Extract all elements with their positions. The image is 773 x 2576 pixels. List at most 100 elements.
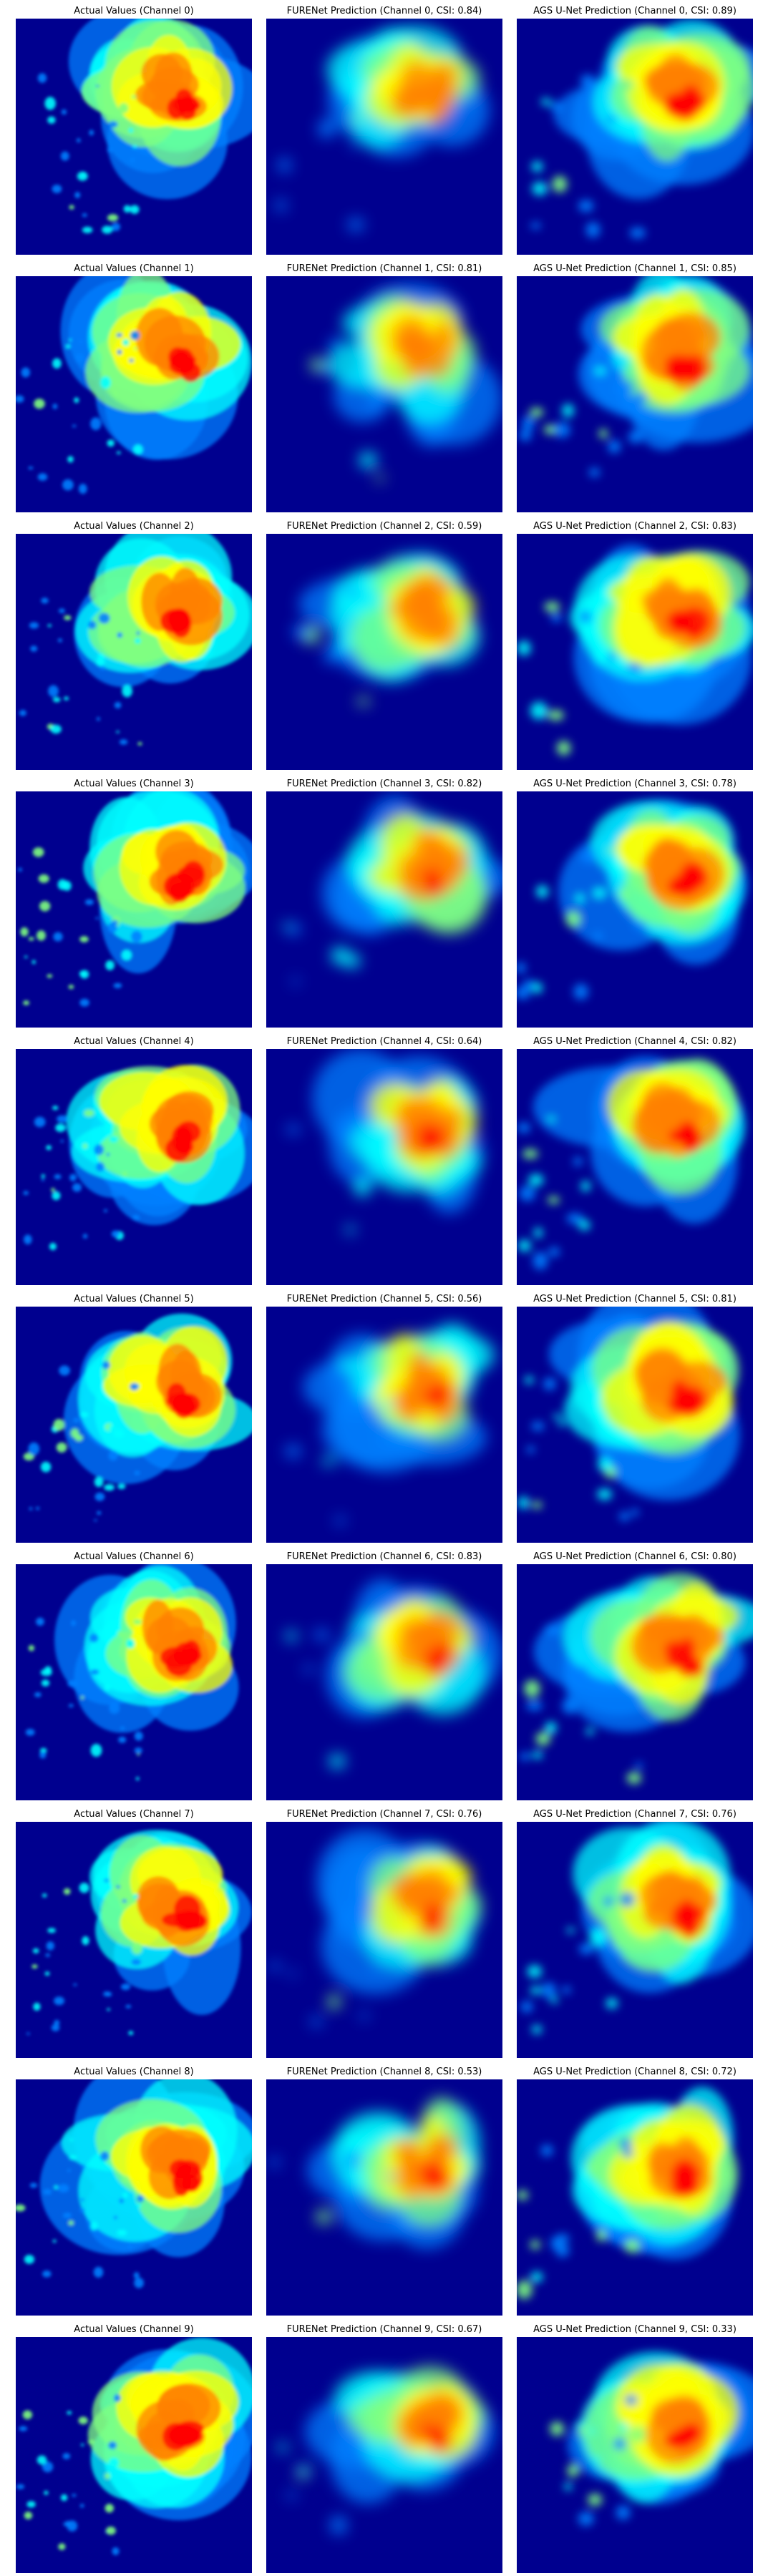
echo-cell [535, 1732, 550, 1746]
echo-cell [79, 998, 89, 1007]
echo-cell [102, 1361, 110, 1370]
radar-image-svg [269, 1829, 482, 2026]
echo-cell [597, 1488, 612, 1501]
echo-cell [665, 359, 688, 377]
echo-cell [517, 986, 530, 1000]
echo-cell [555, 2233, 570, 2244]
echo-cell [428, 882, 444, 898]
radar-reflectivity-image [517, 791, 753, 1028]
echo-cell [288, 1971, 296, 1976]
echo-cell [114, 1413, 118, 1416]
echo-cell [594, 367, 606, 375]
echo-cell [72, 2494, 77, 2497]
panel-title: Actual Values (Channel 7) [74, 1809, 194, 1820]
echo-cell [134, 2278, 145, 2288]
echo-cell [41, 1174, 45, 1179]
radar-image-svg [517, 799, 748, 1000]
echo-cell [16, 2484, 25, 2489]
actual-panel-channel-1: Actual Values (Channel 1) [16, 262, 252, 512]
echo-cell [42, 1893, 47, 1898]
echo-cell [129, 358, 134, 363]
furenet-panel-channel-7: FURENet Prediction (Channel 7, CSI: 0.76… [266, 1807, 502, 2058]
echo-cell [525, 1376, 534, 1385]
radar-image-svg [26, 1830, 252, 2036]
echo-cell [76, 138, 81, 143]
echo-cell [116, 333, 123, 338]
echo-cell [419, 2160, 438, 2180]
echo-cell [132, 444, 143, 455]
echo-cell [94, 1519, 97, 1522]
echo-cell [41, 1179, 45, 1181]
echo-cell [122, 2175, 130, 2183]
echo-cell [671, 2164, 701, 2183]
echo-cell [44, 1971, 50, 1976]
echo-cell [130, 1382, 139, 1391]
echo-cell [68, 2220, 74, 2225]
radar-reflectivity-image [266, 276, 502, 512]
radar-reflectivity-image [16, 1822, 252, 2058]
echo-cell [122, 684, 133, 698]
echo-cell [103, 1209, 108, 1213]
echo-cell [96, 658, 105, 667]
radar-reflectivity-image [266, 2337, 502, 2573]
echo-cell [82, 213, 87, 218]
radar-image-svg [16, 2337, 252, 2555]
echo-cell [133, 2272, 140, 2279]
echo-cell [629, 227, 646, 239]
radar-image-svg [517, 1056, 745, 1270]
echo-cell [25, 1729, 35, 1736]
echo-cell [52, 697, 61, 703]
echo-cell [16, 2204, 26, 2212]
echo-cell [69, 1174, 77, 1182]
echo-cell [117, 349, 122, 355]
echo-cell [427, 1904, 449, 1916]
echo-cell [28, 1644, 34, 1652]
panel-title: Actual Values (Channel 0) [74, 6, 194, 16]
echo-cell [593, 887, 606, 899]
echo-cell [421, 2423, 434, 2441]
echo-cell [278, 158, 291, 172]
echo-cell [117, 2230, 127, 2236]
radar-reflectivity-image [266, 1822, 502, 2058]
echo-cell [60, 2494, 68, 2502]
echo-cell [54, 2019, 60, 2026]
radar-reflectivity-image [16, 534, 252, 770]
furenet-panel-channel-2: FURENet Prediction (Channel 2, CSI: 0.59… [266, 519, 502, 770]
echo-cell [59, 1365, 70, 1376]
echo-cell [29, 622, 39, 629]
echo-cell [51, 1188, 55, 1192]
echo-cell [73, 1418, 79, 1423]
echo-cell [116, 451, 121, 454]
echo-cell [44, 2490, 49, 2495]
echo-cell [98, 613, 110, 624]
echo-cell [19, 2426, 28, 2431]
echo-cell [105, 960, 115, 970]
radar-reflectivity-image [517, 1049, 753, 1285]
echo-cell [170, 608, 192, 638]
echo-cell [18, 867, 22, 872]
echo-cell [107, 439, 115, 447]
echo-cell [52, 2239, 57, 2243]
radar-image-svg [285, 1323, 495, 1525]
echo-cell [519, 1186, 536, 1201]
echo-cell [31, 960, 36, 965]
echo-cell [57, 2184, 69, 2193]
radar-reflectivity-image [16, 1049, 252, 1285]
radar-reflectivity-image [266, 1564, 502, 1800]
echo-cell [329, 338, 344, 351]
echo-cell [175, 2160, 201, 2179]
actual-panel-channel-4: Actual Values (Channel 4) [16, 1035, 252, 1285]
echo-cell [677, 1900, 696, 1921]
echo-cell [137, 742, 142, 746]
ags_unet-panel-channel-6: AGS U-Net Prediction (Channel 6, CSI: 0.… [517, 1550, 753, 1800]
radar-image-svg [277, 2366, 495, 2534]
echo-cell [65, 344, 71, 349]
echo-cell [41, 1679, 50, 1687]
echo-cell [359, 2012, 369, 2019]
radar-reflectivity-image [517, 276, 753, 512]
echo-cell [648, 2142, 679, 2174]
echo-cell [518, 1239, 531, 1252]
echo-cell [575, 1666, 589, 1680]
echo-cell [68, 985, 74, 990]
echo-cell [111, 223, 121, 231]
